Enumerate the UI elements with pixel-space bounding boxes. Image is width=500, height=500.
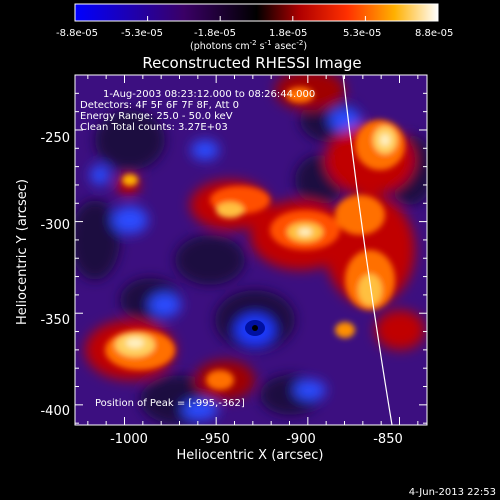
colorbar-tick-label: -8.8e-05 (56, 28, 98, 39)
annotation-detectors: Detectors: 4F 5F 6F 7F 8F, Att 0 (80, 100, 239, 111)
x-axis-label: Heliocentric X (arcsec) (177, 448, 324, 463)
plot-frame (74, 74, 428, 426)
x-tick-label: -950 (200, 432, 230, 447)
y-axis-label: Heliocentric Y (arcsec) (15, 179, 30, 325)
x-tick-label: -1000 (110, 432, 148, 447)
annotation-clean: Clean Total counts: 3.27E+03 (80, 122, 228, 133)
x-tick-label: -900 (286, 432, 316, 447)
colorbar-tick-label: -1.8e-05 (194, 28, 236, 39)
solar-limb-line (342, 75, 393, 425)
colorbar-tick-label: 8.8e-05 (415, 28, 453, 39)
y-tick-label: -400 (40, 404, 70, 419)
axis-ticks (75, 74, 427, 425)
y-tick-label: -300 (40, 218, 70, 233)
footer-timestamp: 4-Jun-2013 22:53 (409, 487, 496, 498)
colorbar (74, 3, 439, 22)
y-tick-label: -350 (40, 313, 70, 328)
plot-title: Reconstructed RHESSI Image (142, 54, 361, 72)
colorbar-tick-label: 1.8e-05 (269, 28, 307, 39)
annotation-peak-position: Position of Peak = [-995,-362] (95, 398, 245, 409)
colorbar-unit-label: (photons cm-2 s-1 asec-2) (190, 39, 307, 52)
annotation-energy: Energy Range: 25.0 - 50.0 keV (80, 111, 233, 122)
annotation-time-range: 1-Aug-2003 08:23:12.000 to 08:26:44.000 (103, 89, 315, 100)
colorbar-ticks (74, 16, 439, 21)
x-tick-label: -850 (373, 432, 403, 447)
colorbar-tick-label: -5.3e-05 (121, 28, 163, 39)
y-tick-label: -250 (40, 131, 70, 146)
heatmap-image (75, 75, 427, 425)
colorbar-tick-label: 5.3e-05 (343, 28, 381, 39)
